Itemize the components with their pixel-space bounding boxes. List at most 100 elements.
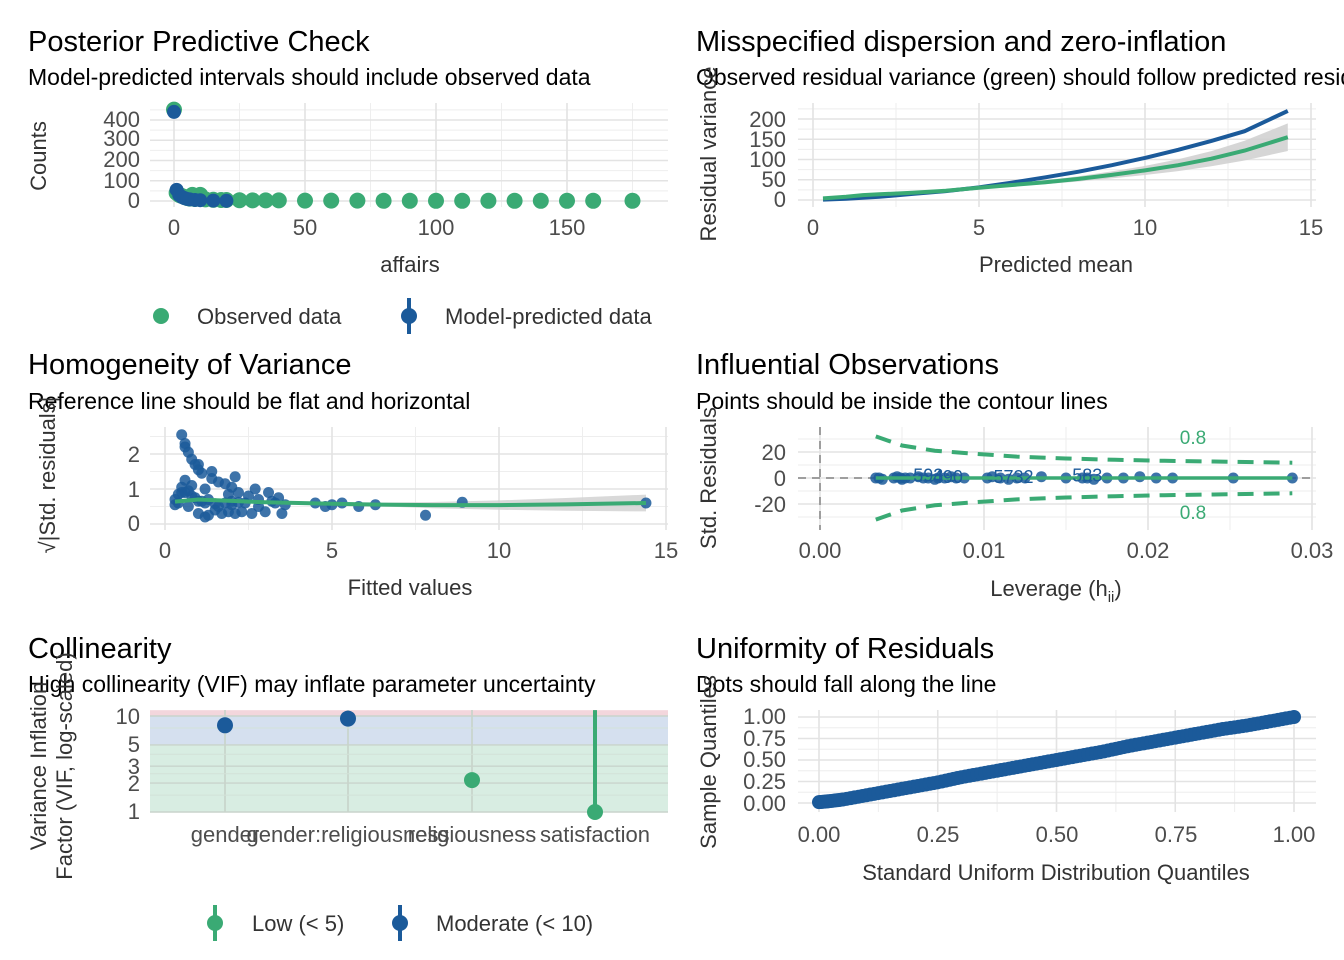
coll-data-marks [217, 710, 603, 820]
panel-dispersion: Misspecified dispersion and zero-inflati… [696, 26, 1344, 277]
unif-subtitle: Dots should fall along the line [696, 671, 996, 697]
coll-gridlines [150, 710, 668, 813]
residual-point [420, 509, 432, 521]
observed-point [532, 192, 549, 209]
coll-xtick: gender:religiousness [246, 822, 449, 847]
unif-ytick: 0.75 [743, 726, 786, 751]
legend-observed-dot [153, 308, 169, 324]
ppc-ytick: 200 [103, 147, 140, 172]
legend-low-dot [207, 915, 223, 931]
residual-point [232, 487, 244, 498]
reference-smooth-line [174, 497, 647, 508]
point-id-label: 583 [1072, 466, 1102, 486]
observed-point [506, 192, 523, 209]
observed-point [323, 192, 340, 209]
ppc-ytick: 300 [103, 126, 140, 151]
predicted-point [219, 193, 234, 208]
disp-ytick: 200 [749, 107, 786, 132]
disp-ytick: 150 [749, 127, 786, 152]
homog-title: Homogeneity of Variance [28, 349, 351, 381]
homog-xtick: 10 [487, 538, 511, 563]
homog-xtick: 5 [326, 538, 338, 563]
ppc-xtick: 50 [293, 215, 317, 240]
cooks-contour-upper [875, 434, 1293, 465]
ppc-data-marks [166, 101, 641, 209]
unif-ytick: 1.00 [743, 704, 786, 729]
infl-ytick: 20 [762, 440, 786, 465]
disp-xlabel: Predicted mean [979, 252, 1133, 277]
contour-label-upper: 0.8 [1180, 428, 1206, 449]
cooks-contour-lower [875, 491, 1293, 522]
homog-xtick: 15 [654, 538, 678, 563]
homog-ytick: 2 [128, 442, 140, 467]
homog-ylabel: √|Std. residuals| [35, 397, 60, 554]
observed-point [297, 192, 313, 209]
infl-xtick: 0.01 [963, 538, 1006, 563]
coll-ytick: 2 [128, 771, 140, 796]
observed-variance-band [823, 123, 1288, 199]
unif-title: Uniformity of Residuals [696, 633, 994, 665]
homog-ytick: 0 [128, 511, 140, 536]
disp-ytick: 50 [762, 167, 786, 192]
vif-point [464, 772, 480, 789]
point-id-label: 593 [913, 466, 943, 486]
residual-point [206, 466, 218, 477]
infl-xlabel-main: Leverage (h [990, 576, 1107, 601]
vif-point [217, 717, 233, 734]
disp-xtick: 0 [807, 215, 819, 240]
unif-xtick: 0.75 [1155, 822, 1198, 847]
observed-point [401, 192, 418, 209]
observed-point [257, 192, 274, 209]
infl-ytick: 0 [774, 466, 786, 491]
residual-point [246, 508, 258, 519]
infl-ylabel: Std. Residuals [696, 407, 721, 549]
point-id-label: 5732 [993, 467, 1033, 487]
observed-variance-line [822, 135, 1289, 201]
residual-point [263, 487, 275, 498]
legend-low-label: Low (< 5) [252, 911, 344, 936]
infl-subtitle: Points should be inside the contour line… [696, 388, 1108, 414]
quantile-point [1287, 710, 1301, 724]
vif-point [340, 710, 356, 727]
ppc-xlabel: affairs [380, 252, 440, 277]
ppc-ytick: 100 [103, 168, 140, 193]
residual-point [236, 506, 248, 518]
disp-xtick: 10 [1133, 215, 1157, 240]
residual-point [182, 501, 194, 512]
disp-subtitle: Observed residual variance (green) shoul… [696, 64, 1344, 90]
disp-xtick: 5 [973, 215, 985, 240]
infl-xlabel: Leverage (hii) [990, 576, 1121, 606]
disp-gridlines [798, 103, 1316, 207]
coll-ytick: 1 [128, 799, 140, 824]
legend-predicted-label: Model-predicted data [445, 304, 652, 329]
observed-point [349, 192, 366, 209]
panel-posterior-predictive-check: Posterior Predictive Check Model-predict… [26, 26, 668, 334]
high-vif-zone [150, 710, 668, 716]
observed-point [375, 192, 392, 209]
unif-xtick: 1.00 [1273, 822, 1316, 847]
panel-homogeneity: Homogeneity of Variance Reference line s… [28, 349, 678, 600]
observed-point [244, 192, 261, 209]
unif-data-marks [812, 710, 1301, 810]
ppc-title: Posterior Predictive Check [28, 26, 370, 58]
predicted-point [167, 104, 181, 119]
residual-point [212, 501, 224, 512]
coll-ytick: 5 [128, 732, 140, 757]
observed-point [231, 192, 248, 209]
residual-point [249, 483, 261, 495]
residual-point [196, 467, 208, 479]
residual-point [222, 488, 234, 500]
residual-point [176, 429, 188, 441]
coll-xtick: satisfaction [540, 822, 650, 847]
panel-influential-observations: Influential Observations Points should b… [696, 349, 1333, 606]
residual-point [199, 483, 211, 495]
ppc-xtick: 100 [418, 215, 455, 240]
infl-xtick: 0.00 [799, 538, 842, 563]
unif-xtick: 0.00 [798, 822, 841, 847]
unif-xlabel: Standard Uniform Distribution Quantiles [862, 860, 1250, 885]
ppc-subtitle: Model-predicted intervals should include… [28, 64, 591, 90]
coll-subtitle: High collinearity (VIF) may inflate para… [28, 671, 596, 697]
moderate-vif-zone [150, 716, 668, 745]
ppc-ytick: 400 [103, 107, 140, 132]
